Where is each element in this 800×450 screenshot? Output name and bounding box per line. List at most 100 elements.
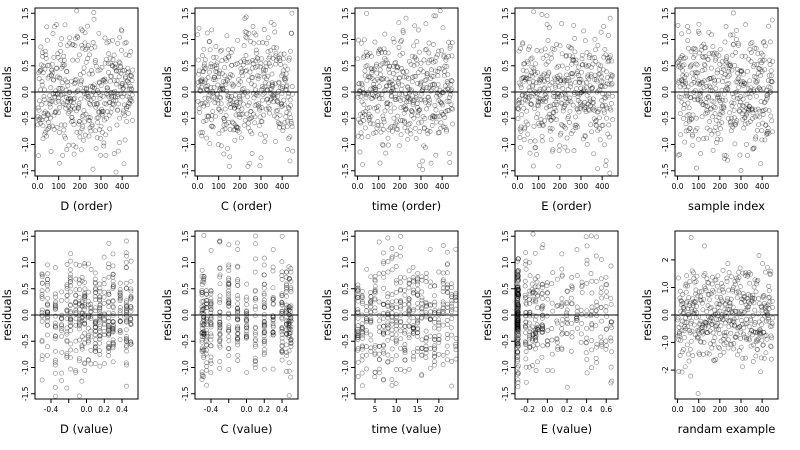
data-point <box>564 384 570 390</box>
data-point <box>714 316 720 322</box>
data-point <box>120 81 126 87</box>
data-point <box>56 86 62 91</box>
data-point <box>739 68 745 74</box>
data-point <box>608 322 614 328</box>
data-point <box>739 321 745 327</box>
data-point <box>405 136 411 142</box>
data-point <box>393 353 399 359</box>
data-point <box>745 152 750 158</box>
data-point <box>38 120 44 126</box>
data-point <box>82 320 88 326</box>
data-point <box>599 123 605 129</box>
data-point <box>196 83 202 89</box>
x-axis-label: D (order) <box>60 199 112 213</box>
data-point <box>208 316 214 322</box>
data-point <box>681 102 687 107</box>
data-point <box>120 110 126 116</box>
data-point <box>453 297 458 303</box>
data-point <box>698 151 704 157</box>
data-point <box>387 63 393 69</box>
data-point <box>201 303 207 309</box>
data-point <box>730 42 736 48</box>
data-point <box>453 298 458 304</box>
data-point <box>577 101 583 107</box>
data-point <box>371 81 377 87</box>
data-point <box>284 282 289 288</box>
data-point <box>94 101 99 106</box>
data-point <box>355 288 361 294</box>
data-point <box>689 132 695 138</box>
data-point <box>52 357 58 363</box>
data-point <box>64 351 70 357</box>
data-point <box>551 110 557 115</box>
data-point <box>261 337 267 343</box>
data-point <box>217 85 223 91</box>
data-point <box>380 316 386 322</box>
data-point <box>550 147 556 153</box>
data-point <box>587 83 593 89</box>
data-point <box>712 77 718 83</box>
data-point <box>591 107 597 113</box>
data-point <box>734 118 740 124</box>
data-point <box>600 67 606 73</box>
data-point <box>395 79 401 85</box>
data-point <box>436 48 441 54</box>
data-point <box>380 127 386 132</box>
data-point <box>738 308 744 314</box>
data-point <box>217 331 223 337</box>
data-point <box>73 316 79 322</box>
data-point <box>574 106 580 112</box>
data-point <box>704 110 710 116</box>
data-point <box>600 79 606 85</box>
data-point <box>393 381 399 386</box>
data-point <box>384 76 390 82</box>
data-point <box>200 69 206 75</box>
data-point <box>701 136 707 142</box>
data-point <box>417 129 423 135</box>
data-point <box>110 299 116 304</box>
data-point <box>769 78 775 84</box>
data-point <box>368 294 374 300</box>
data-point <box>82 85 88 91</box>
data-point <box>261 324 267 330</box>
x-tick-label: 100 <box>52 182 67 191</box>
data-point <box>203 301 209 307</box>
data-point <box>521 61 526 67</box>
data-point <box>119 83 125 89</box>
data-point <box>279 276 285 282</box>
data-point <box>384 104 390 110</box>
data-point <box>385 315 391 321</box>
data-point <box>232 105 238 111</box>
data-point <box>769 335 775 341</box>
data-point <box>519 92 525 98</box>
data-point <box>595 109 601 115</box>
data-point <box>236 129 242 135</box>
data-point <box>714 140 719 146</box>
data-point <box>679 53 685 59</box>
data-point <box>695 96 701 102</box>
data-point <box>683 93 689 99</box>
data-point <box>88 128 94 134</box>
data-point <box>208 313 214 319</box>
data-point <box>355 333 361 339</box>
data-point <box>39 117 45 123</box>
data-point <box>60 152 66 158</box>
data-point <box>431 325 437 331</box>
data-point <box>584 142 590 147</box>
data-point <box>740 116 746 122</box>
data-point <box>208 299 214 304</box>
data-point <box>545 342 551 348</box>
data-point <box>88 316 94 321</box>
data-point <box>370 95 376 101</box>
data-point <box>523 313 529 319</box>
y-tick-label: 1.5 <box>21 7 30 19</box>
data-point <box>64 354 70 360</box>
data-point <box>574 69 580 75</box>
data-point <box>392 123 398 129</box>
data-point <box>732 63 738 68</box>
data-point <box>89 68 94 73</box>
data-point <box>537 86 543 92</box>
data-point <box>204 297 210 303</box>
data-point <box>599 341 605 347</box>
data-point <box>418 60 424 66</box>
